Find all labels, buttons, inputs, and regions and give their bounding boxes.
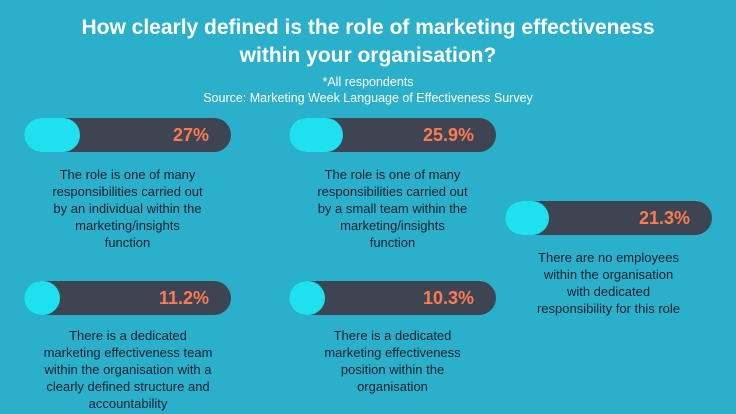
- description-1-line-4: marketing/insights: [75, 218, 180, 233]
- title-line-1: How clearly defined is the role of marke…: [81, 16, 655, 39]
- description-4-line-1: There is a dedicated: [69, 328, 187, 343]
- description-2-line-1: The role is one of many: [324, 167, 461, 182]
- description-3: There are no employees within the organi…: [501, 249, 716, 317]
- description-4-line-5: accountability: [88, 396, 168, 411]
- chart-item-2: 25.9% The role is one of many responsibi…: [289, 118, 496, 251]
- description-2-line-5: function: [369, 235, 416, 250]
- respondents-note: *All respondents: [322, 75, 414, 89]
- description-2: The role is one of many responsibilities…: [275, 166, 510, 251]
- chart-item-5: 10.3% There is a dedicated marketing eff…: [289, 281, 496, 395]
- percent-label-1: 27%: [172, 125, 209, 145]
- percent-label-5: 10.3%: [422, 288, 474, 308]
- description-5-line-2: marketing effectiveness: [324, 345, 461, 360]
- bar-fill-2: [289, 118, 343, 152]
- bar-fill-4: [24, 281, 60, 315]
- bar-track-4: 11.2%: [24, 281, 231, 315]
- description-5-line-3: position within the: [340, 362, 445, 377]
- bar-track-5: 10.3%: [289, 281, 496, 315]
- description-2-line-2: responsibilities carried out: [317, 184, 468, 199]
- description-1: The role is one of many responsibilities…: [10, 166, 245, 251]
- description-3-line-4: responsibility for this role: [536, 301, 681, 316]
- description-5-line-1: There is a dedicated: [333, 328, 452, 343]
- description-1-line-3: by an individual within the: [53, 201, 202, 216]
- bar-track-3: 21.3%: [505, 201, 712, 235]
- bar-fill-3: [505, 201, 549, 235]
- description-3-line-2: within the organisation: [543, 267, 674, 282]
- description-1-line-2: responsibilities carried out: [52, 184, 203, 199]
- chart-item-1: 27% The role is one of many responsibili…: [24, 118, 231, 251]
- percent-label-3: 21.3%: [638, 208, 690, 228]
- bar-track-1: 27%: [24, 118, 231, 152]
- description-4: There is a dedicated marketing effective…: [8, 327, 248, 412]
- chart-item-4: 11.2% There is a dedicated marketing eff…: [24, 281, 231, 412]
- description-4-line-4: clearly defined structure and: [46, 379, 210, 394]
- description-2-line-4: marketing/insights: [340, 218, 445, 233]
- description-2-line-3: by a small team within the: [317, 201, 468, 216]
- description-5-line-4: organisation: [357, 379, 428, 394]
- source-note: Source: Marketing Week Language of Effec…: [203, 91, 533, 105]
- description-1-line-5: function: [104, 235, 151, 250]
- chart-item-3: 21.3% There are no employees within the …: [505, 201, 712, 317]
- title-line-2: within your organisation?: [239, 44, 497, 67]
- percent-label-2: 25.9%: [422, 125, 474, 145]
- bar-fill-1: [24, 118, 80, 152]
- bar-track-2: 25.9%: [289, 118, 496, 152]
- description-4-line-2: marketing effectiveness team: [43, 345, 213, 360]
- description-4-line-3: within the organisation with a: [44, 362, 212, 377]
- description-1-line-1: The role is one of many: [59, 167, 196, 182]
- bar-fill-5: [289, 281, 325, 315]
- chart-subtitle: *All respondents Source: Marketing Week …: [0, 74, 736, 106]
- description-3-line-1: There are no employees: [538, 250, 679, 265]
- chart-title: How clearly defined is the role of marke…: [0, 14, 736, 70]
- description-3-line-3: with dedicated: [566, 284, 651, 299]
- percent-label-4: 11.2%: [158, 288, 209, 308]
- description-5: There is a dedicated marketing effective…: [275, 327, 510, 395]
